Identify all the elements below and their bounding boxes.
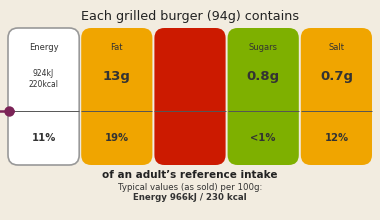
Text: 12%: 12%	[325, 133, 348, 143]
Text: Energy: Energy	[29, 43, 59, 52]
Text: 30%: 30%	[178, 133, 202, 143]
Text: of an adult’s reference intake: of an adult’s reference intake	[102, 170, 278, 180]
Text: 13g: 13g	[103, 70, 131, 82]
Text: 0.8g: 0.8g	[247, 70, 280, 82]
Text: Saturates: Saturates	[170, 43, 210, 52]
Text: 19%: 19%	[105, 133, 129, 143]
FancyBboxPatch shape	[228, 28, 299, 165]
Text: Energy 966kJ / 230 kcal: Energy 966kJ / 230 kcal	[133, 193, 247, 202]
Text: <1%: <1%	[250, 133, 276, 143]
FancyBboxPatch shape	[8, 28, 79, 165]
Text: Fat: Fat	[111, 43, 123, 52]
FancyBboxPatch shape	[81, 28, 152, 165]
Text: 11%: 11%	[32, 133, 56, 143]
Text: Typical values (as sold) per 100g:: Typical values (as sold) per 100g:	[118, 183, 262, 192]
Text: 924kJ
220kcal: 924kJ 220kcal	[28, 69, 59, 90]
FancyBboxPatch shape	[154, 28, 226, 165]
Text: Salt: Salt	[328, 43, 344, 52]
Text: 0.7g: 0.7g	[320, 70, 353, 82]
Text: Each grilled burger (94g) contains: Each grilled burger (94g) contains	[81, 10, 299, 23]
FancyBboxPatch shape	[301, 28, 372, 165]
Text: 5.9g: 5.9g	[174, 70, 206, 82]
Text: Sugars: Sugars	[249, 43, 278, 52]
